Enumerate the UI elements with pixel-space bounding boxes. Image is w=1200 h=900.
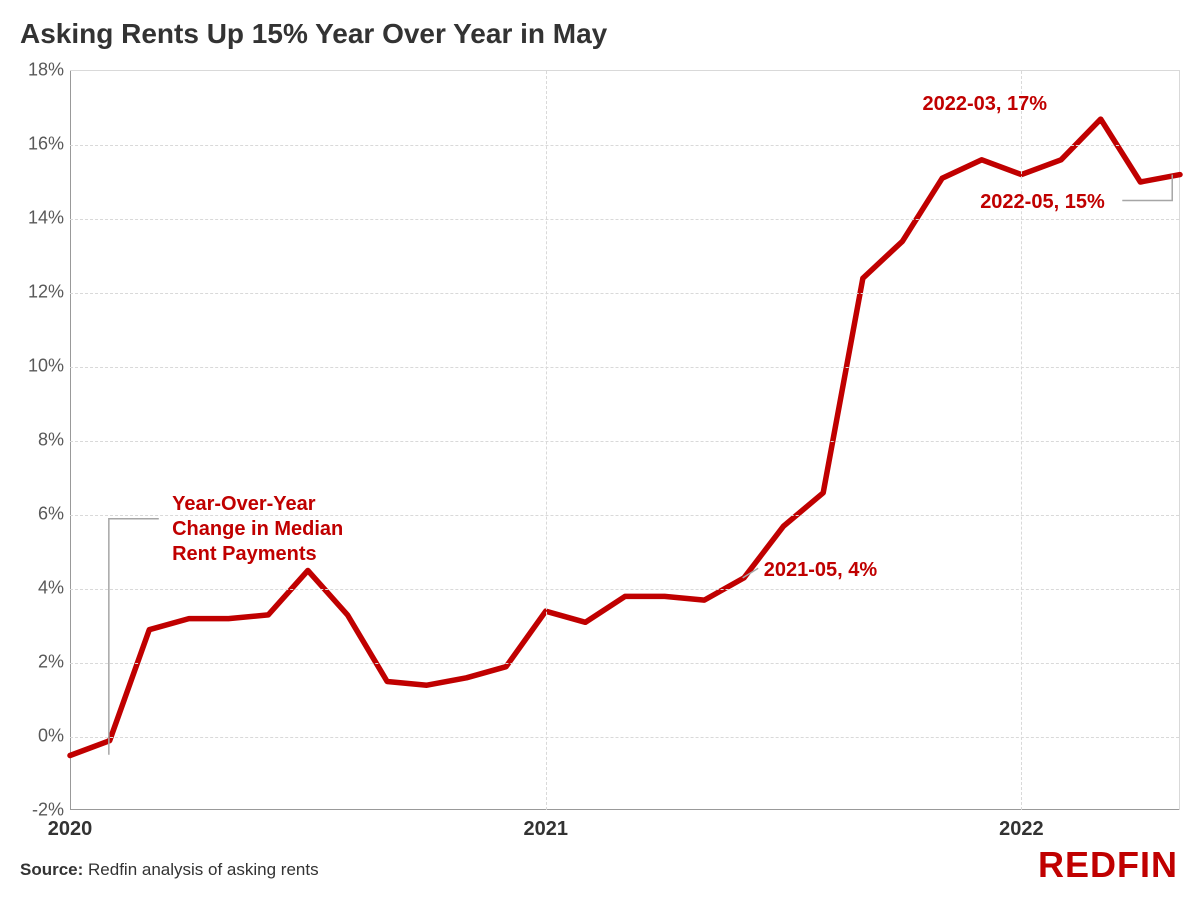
gridline-horizontal [70, 737, 1179, 738]
chart-annotation: 2021-05, 4% [764, 558, 877, 583]
source-label: Source: [20, 860, 83, 879]
gridline-horizontal [70, 293, 1179, 294]
x-tick-label: 2020 [48, 818, 93, 841]
gridline-horizontal [70, 145, 1179, 146]
chart-annotation: 2022-03, 17% [922, 92, 1047, 117]
y-tick-label: 10% [10, 356, 64, 377]
x-tick-label: 2021 [523, 818, 568, 841]
gridline-vertical [1021, 71, 1022, 810]
y-tick-label: 16% [10, 134, 64, 155]
y-tick-label: 4% [10, 578, 64, 599]
gridline-horizontal [70, 219, 1179, 220]
redfin-logo: REDFIN [1038, 844, 1178, 886]
chart-annotation: Year-Over-Year Change in Median Rent Pay… [172, 492, 343, 567]
plot-area [70, 70, 1180, 810]
y-tick-label: 6% [10, 504, 64, 525]
gridline-horizontal [70, 589, 1179, 590]
y-tick-label: 0% [10, 726, 64, 747]
gridline-vertical [546, 71, 547, 810]
y-tick-label: 12% [10, 282, 64, 303]
source-text: Redfin analysis of asking rents [83, 860, 318, 879]
gridline-horizontal [70, 441, 1179, 442]
y-tick-label: 2% [10, 652, 64, 673]
gridline-horizontal [70, 663, 1179, 664]
source-caption: Source: Redfin analysis of asking rents [20, 860, 319, 880]
chart-container: Asking Rents Up 15% Year Over Year in Ma… [0, 0, 1200, 900]
y-tick-label: 18% [10, 60, 64, 81]
gridline-horizontal [70, 367, 1179, 368]
chart-title: Asking Rents Up 15% Year Over Year in Ma… [20, 18, 607, 50]
chart-annotation: 2022-05, 15% [980, 190, 1105, 215]
y-tick-label: 8% [10, 430, 64, 451]
y-tick-label: 14% [10, 208, 64, 229]
x-tick-label: 2022 [999, 818, 1044, 841]
